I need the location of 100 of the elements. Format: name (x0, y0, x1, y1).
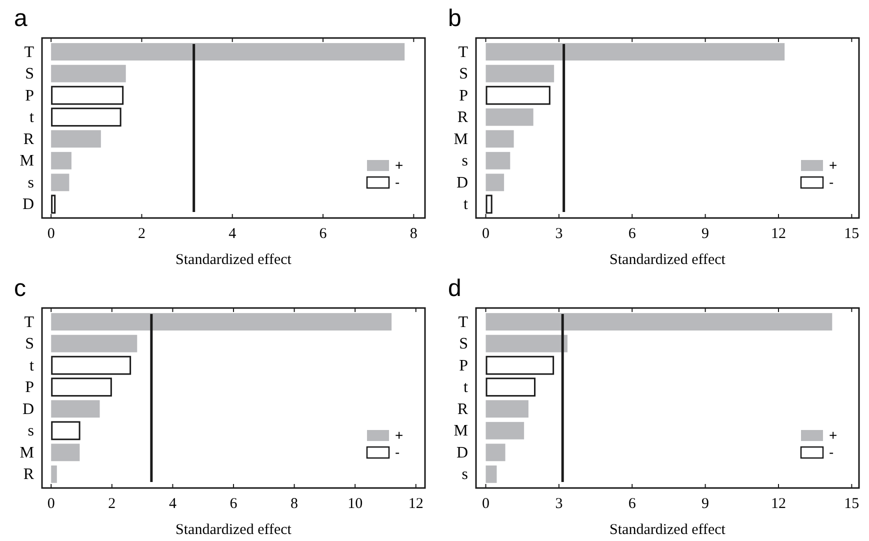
y-tick-label: M (20, 444, 34, 462)
y-tick-label: s (28, 422, 34, 440)
y-tick-label: M (454, 130, 468, 148)
y-tick-label: R (457, 400, 468, 418)
y-tick-label: R (457, 109, 468, 126)
y-tick-label: T (458, 44, 468, 61)
x-tick-label: 0 (482, 496, 490, 512)
bar (486, 130, 514, 148)
y-tick-label: t (464, 379, 469, 396)
y-tick-label: S (459, 66, 468, 83)
y-tick-label: D (22, 196, 34, 214)
legend-label: - (829, 174, 834, 190)
y-tick-label: s (28, 174, 34, 192)
legend-label: + (829, 157, 838, 173)
bar (486, 465, 497, 483)
bar (51, 421, 80, 440)
y-tick-label: D (22, 400, 34, 418)
x-axis-title: Standardized effect (176, 522, 292, 538)
y-tick-label: S (25, 66, 34, 83)
y-tick-label: s (462, 466, 468, 484)
x-tick-label: 8 (290, 496, 298, 512)
bar (51, 334, 138, 352)
bar (51, 194, 56, 214)
bar (486, 86, 550, 105)
bar (51, 313, 392, 331)
x-tick-label: 3 (555, 496, 563, 512)
x-axis-title: Standardized effect (176, 252, 292, 268)
legend-label: + (395, 427, 404, 443)
x-tick-label: 0 (47, 496, 55, 512)
bar (486, 152, 510, 170)
x-tick-label: 15 (844, 496, 860, 512)
x-axis-title: Standardized effect (610, 522, 726, 538)
x-tick-label: 10 (348, 496, 363, 512)
bar (486, 64, 554, 82)
bar (51, 465, 57, 483)
x-tick-label: 6 (319, 226, 328, 242)
x-tick-label: 6 (628, 226, 636, 242)
bar (51, 108, 122, 127)
bar (51, 444, 80, 462)
y-tick-label: P (459, 87, 468, 104)
y-tick-label: D (456, 174, 468, 192)
bar (51, 86, 124, 105)
bar (51, 152, 72, 170)
y-tick-label: S (25, 336, 34, 353)
bar (51, 400, 100, 418)
bar (51, 378, 112, 397)
bar (486, 43, 785, 61)
y-tick-label: D (456, 444, 468, 462)
bar (486, 444, 506, 462)
bar (51, 356, 132, 375)
x-tick-label: 12 (770, 226, 786, 242)
y-tick-label: s (462, 152, 468, 170)
y-tick-label: P (25, 379, 34, 396)
x-tick-label: 4 (228, 226, 237, 242)
bar (486, 422, 524, 440)
y-tick-label: t (30, 357, 35, 374)
legend-label: - (395, 444, 400, 460)
x-tick-label: 9 (702, 496, 710, 512)
bar (486, 356, 554, 375)
x-tick-label: 9 (702, 226, 710, 242)
y-tick-label: t (30, 109, 35, 126)
y-tick-label: T (458, 314, 468, 331)
bar (51, 43, 405, 61)
x-tick-label: 6 (628, 496, 636, 512)
x-tick-label: 3 (555, 226, 563, 242)
y-tick-label: R (23, 130, 34, 148)
bar (486, 194, 492, 214)
bar (486, 313, 832, 331)
x-tick-label: 2 (108, 496, 116, 512)
x-tick-label: 4 (168, 496, 177, 512)
y-tick-label: P (459, 357, 468, 374)
x-tick-label: 12 (408, 496, 424, 512)
x-tick-label: 0 (482, 226, 490, 242)
x-tick-label: 2 (138, 226, 146, 242)
bar (51, 130, 101, 148)
bar (51, 64, 126, 82)
bar (486, 378, 536, 397)
y-tick-label: T (24, 314, 34, 331)
y-tick-label: S (459, 336, 468, 353)
bar (486, 108, 534, 126)
chart-title: d (448, 275, 462, 302)
x-tick-label: 0 (47, 226, 55, 242)
y-tick-label: R (23, 466, 34, 484)
legend-label: + (829, 427, 838, 443)
chart-title: b (448, 5, 462, 32)
bar (51, 174, 70, 192)
legend-label: - (829, 444, 834, 460)
chart-title: c (14, 275, 26, 302)
x-tick-label: 15 (844, 226, 860, 242)
y-tick-label: M (454, 422, 468, 440)
bar (486, 334, 568, 352)
x-tick-label: 12 (770, 496, 786, 512)
x-tick-label: 8 (410, 226, 418, 242)
chart-title: a (14, 5, 28, 32)
y-tick-label: t (464, 196, 469, 214)
y-tick-label: T (24, 44, 34, 61)
bar (486, 174, 504, 192)
x-tick-label: 6 (230, 496, 238, 512)
y-tick-label: P (25, 87, 34, 104)
legend-label: + (395, 157, 404, 173)
